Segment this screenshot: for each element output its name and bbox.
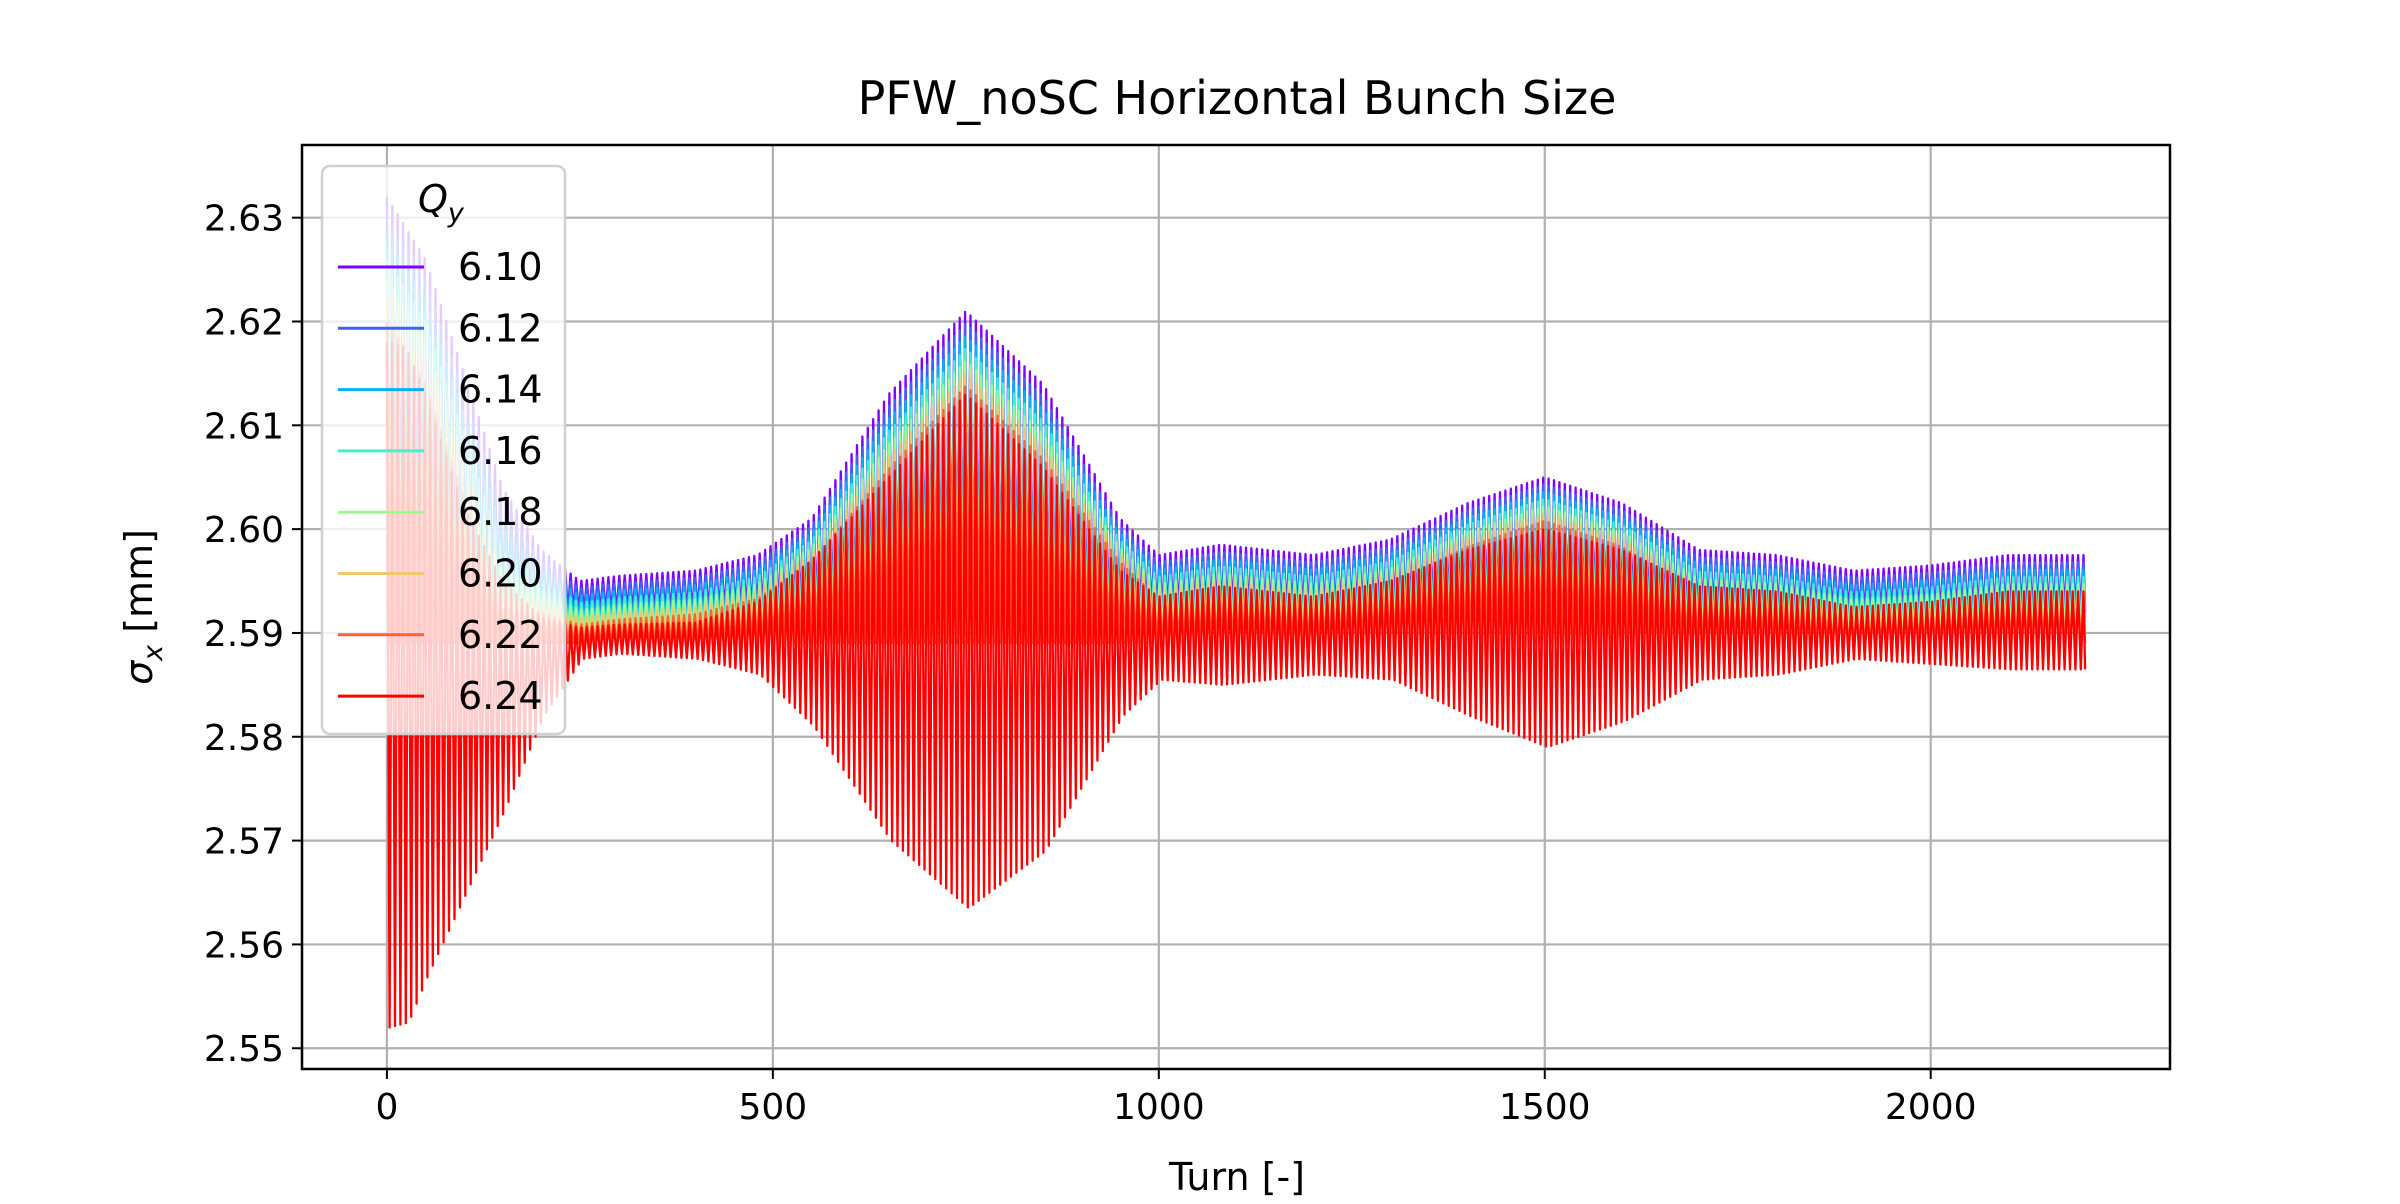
legend-label: 6.14	[458, 368, 543, 412]
y-tick-label: 2.56	[204, 925, 284, 966]
legend-label: 6.24	[458, 674, 543, 718]
legend-label: 6.22	[458, 613, 543, 657]
legend: Qy 6.10 6.12 6.14 6.16 6.18 6.20 6.22 6.24	[320, 164, 567, 736]
legend-items: 6.10 6.12 6.14 6.16 6.18 6.20 6.22 6.24	[338, 245, 543, 718]
x-axis-label: Turn [-]	[1168, 1155, 1305, 1199]
y-tick-label: 2.58	[204, 718, 284, 759]
legend-label: 6.18	[458, 490, 543, 534]
y-tick-label: 2.57	[204, 822, 284, 863]
legend-title: Qy	[418, 177, 465, 229]
series-line-6-24	[385, 342, 2087, 1029]
y-tick-label: 2.63	[204, 199, 284, 240]
x-tick-label: 0	[375, 1087, 398, 1128]
y-axis: 2.55 2.56 2.57 2.58 2.59 2.60 2.61 2.62 2.63	[204, 199, 302, 1070]
y-tick-label: 2.61	[204, 406, 284, 447]
legend-label: 6.12	[458, 306, 543, 350]
y-axis-label: σx [mm]	[117, 529, 169, 685]
series-group	[385, 196, 2087, 1029]
y-tick-label: 2.62	[204, 302, 284, 343]
legend-label: 6.10	[458, 245, 543, 289]
x-tick-label: 1500	[1499, 1087, 1591, 1128]
x-axis: 0 500 1000 1500 2000	[375, 1069, 1977, 1128]
legend-label: 6.16	[458, 429, 543, 473]
y-tick-label: 2.59	[204, 614, 284, 655]
y-tick-label: 2.55	[204, 1029, 284, 1070]
plot-frame	[300, 143, 2172, 1071]
x-tick-label: 1000	[1113, 1087, 1205, 1128]
chart-title: PFW_noSC Horizontal Bunch Size	[858, 71, 1617, 125]
y-tick-label: 2.60	[204, 510, 284, 551]
legend-box	[320, 164, 567, 736]
x-tick-label: 2000	[1885, 1087, 1977, 1128]
x-tick-label: 500	[739, 1087, 808, 1128]
legend-label: 6.20	[458, 552, 543, 596]
